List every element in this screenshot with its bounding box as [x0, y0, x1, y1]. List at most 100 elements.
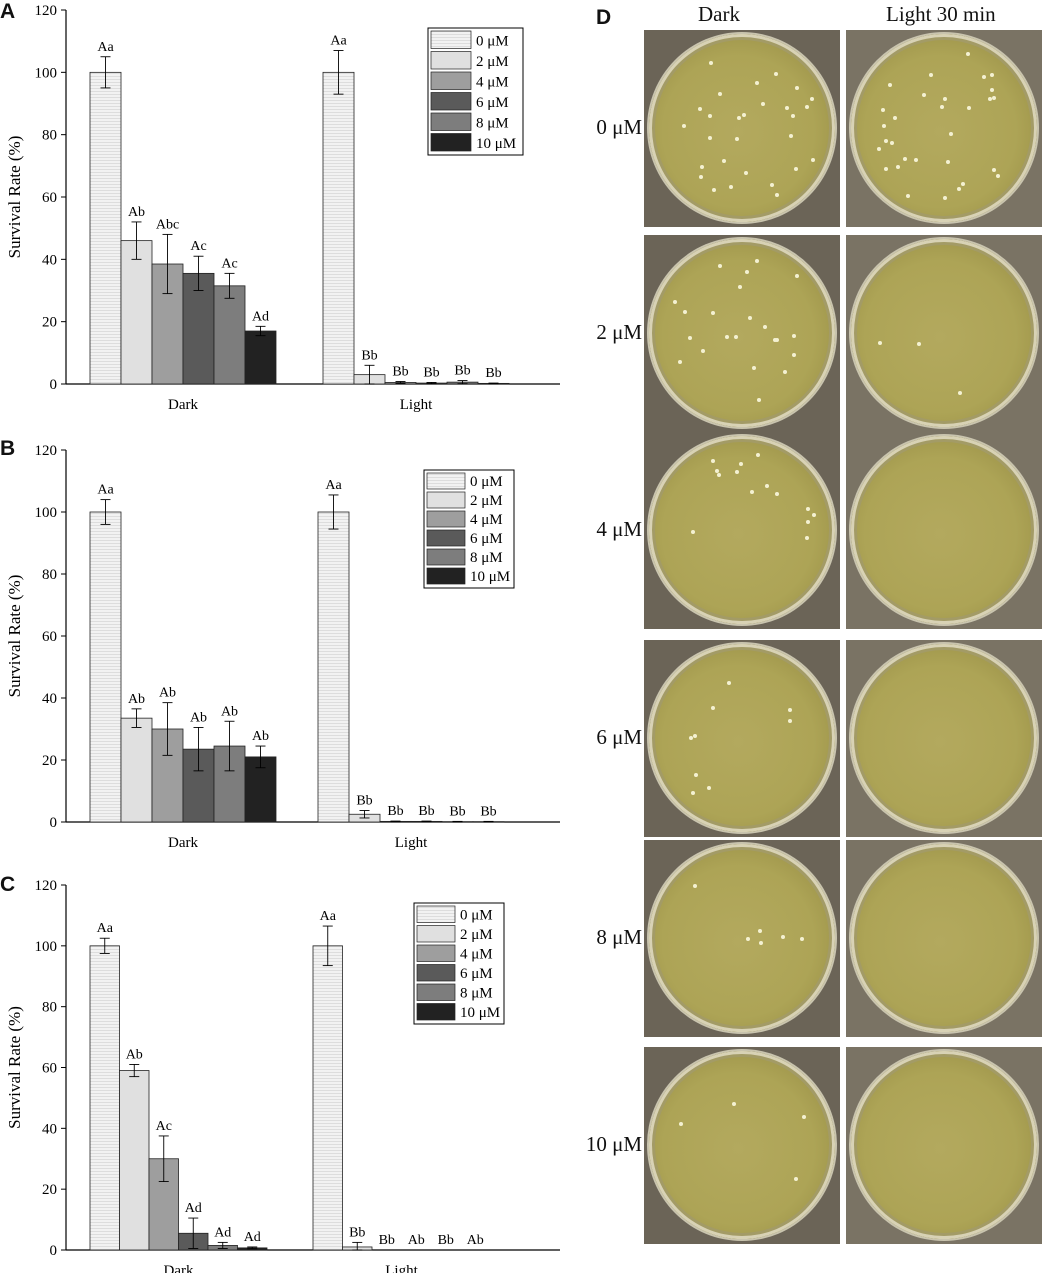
legend-label: 8 μM	[460, 986, 493, 1002]
plate-photo-dark	[644, 840, 840, 1037]
significance-label: Aa	[97, 483, 114, 498]
bacterial-colony	[765, 484, 769, 488]
y-tick-label: 20	[42, 753, 57, 769]
bacterial-colony	[789, 134, 793, 138]
bacterial-colony	[943, 196, 947, 200]
bacterial-colony	[795, 86, 799, 90]
y-tick-label: 120	[35, 443, 58, 459]
petri-dish	[851, 844, 1037, 1032]
y-tick-label: 100	[35, 505, 58, 521]
legend-label: 8 μM	[476, 116, 509, 132]
bacterial-colony	[761, 102, 765, 106]
bacterial-colony	[722, 159, 726, 163]
legend-swatch	[431, 134, 471, 152]
bar	[323, 72, 354, 384]
significance-label: Bb	[392, 365, 408, 380]
legend-swatch	[417, 965, 455, 982]
significance-label: Abc	[156, 217, 179, 232]
plate-row-label: 8 μM	[578, 925, 642, 950]
significance-label: Bb	[387, 804, 403, 819]
significance-label: Ab	[128, 205, 145, 220]
y-tick-label: 40	[42, 691, 57, 707]
plate-photo-dark	[644, 1047, 840, 1244]
significance-label: Ad	[185, 1201, 202, 1216]
petri-dish	[851, 644, 1037, 832]
legend-swatch	[427, 492, 465, 508]
bar	[90, 72, 121, 384]
bacterial-colony	[689, 736, 693, 740]
bacterial-colony	[812, 513, 816, 517]
significance-label: Bb	[349, 1225, 365, 1240]
legend-swatch	[417, 945, 455, 962]
plate-row-label: 4 μM	[578, 517, 642, 542]
legend-swatch	[427, 511, 465, 527]
bacterial-colony	[996, 174, 1000, 178]
bacterial-colony	[678, 360, 682, 364]
legend-label: 6 μM	[476, 95, 509, 111]
bar	[313, 946, 343, 1250]
legend-swatch	[427, 473, 465, 489]
bacterial-colony	[701, 349, 705, 353]
legend-swatch	[417, 926, 455, 943]
y-tick-label: 100	[35, 939, 58, 955]
bacterial-colony	[990, 88, 994, 92]
y-axis-label: Survival Rate (%)	[5, 136, 24, 259]
bacterial-colony	[758, 929, 762, 933]
bacterial-colony	[725, 335, 729, 339]
plate-row-label: 0 μM	[578, 115, 642, 140]
significance-label: Aa	[97, 921, 114, 936]
bacterial-colony	[737, 116, 741, 120]
significance-label: Ab	[159, 686, 176, 701]
plate-photo-dark	[644, 30, 840, 227]
significance-label: Bb	[418, 804, 434, 819]
significance-label: Bb	[361, 348, 377, 363]
petri-dish	[649, 1051, 835, 1239]
petri-dish	[851, 239, 1037, 427]
bacterial-colony	[717, 473, 721, 477]
bacterial-colony	[943, 97, 947, 101]
bacterial-colony	[795, 274, 799, 278]
significance-label: Ab	[252, 729, 269, 744]
significance-label: Ac	[190, 239, 206, 254]
legend-swatch	[431, 93, 471, 111]
bacterial-colony	[759, 941, 763, 945]
y-tick-label: 20	[42, 1182, 57, 1198]
significance-label: Ac	[156, 1119, 172, 1134]
bacterial-colony	[708, 136, 712, 140]
bacterial-colony	[805, 105, 809, 109]
y-tick-label: 20	[42, 315, 57, 331]
plate-photo-dark	[644, 235, 840, 432]
petri-dish	[851, 436, 1037, 624]
bacterial-colony	[745, 270, 749, 274]
bar	[121, 241, 152, 384]
legend-label: 10 μM	[460, 1005, 500, 1021]
bacterial-colony	[711, 706, 715, 710]
bacterial-colony	[884, 167, 888, 171]
bar	[318, 512, 349, 822]
legend-swatch	[417, 906, 455, 923]
y-tick-label: 120	[35, 878, 58, 894]
significance-label: Bb	[379, 1233, 395, 1248]
y-tick-label: 0	[50, 815, 58, 831]
x-category-label: Dark	[168, 835, 198, 851]
significance-label: Bb	[449, 804, 465, 819]
significance-label: Aa	[320, 909, 337, 924]
bacterial-colony	[748, 316, 752, 320]
significance-label: Ab	[408, 1233, 425, 1248]
significance-label: Aa	[97, 40, 114, 55]
legend-swatch	[427, 530, 465, 546]
plate-photo-light	[846, 640, 1042, 837]
bacterial-colony	[788, 719, 792, 723]
plate-row-label: 6 μM	[578, 725, 642, 750]
plate-photo-dark	[644, 432, 840, 629]
petri-dish	[649, 844, 835, 1032]
legend-label: 0 μM	[476, 34, 509, 50]
y-axis-label: Survival Rate (%)	[5, 1006, 24, 1129]
plate-row-label: 10 μM	[578, 1132, 642, 1157]
bacterial-colony	[794, 1177, 798, 1181]
legend-label: 0 μM	[470, 474, 503, 490]
bacterial-colony	[746, 937, 750, 941]
bacterial-colony	[791, 114, 795, 118]
